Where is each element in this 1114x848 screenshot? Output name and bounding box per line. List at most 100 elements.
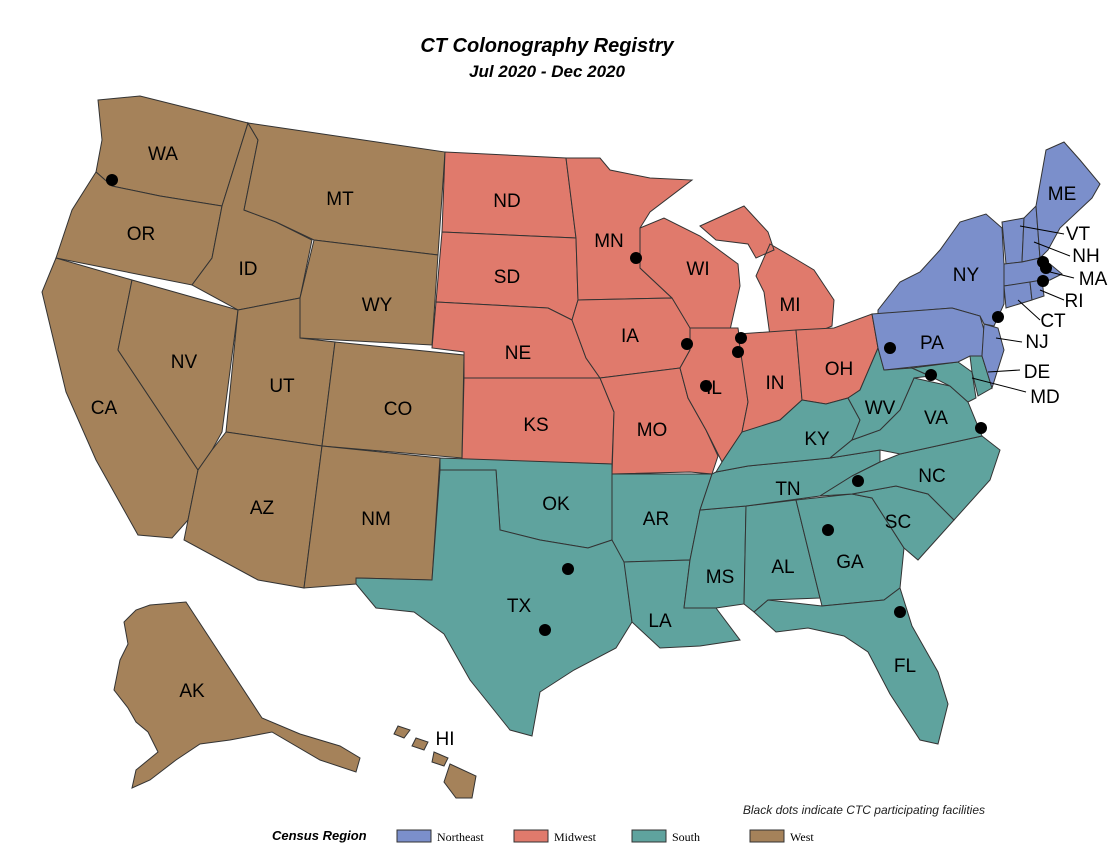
legend-label-midwest: Midwest [554,830,597,844]
legend-label-south: South [672,830,700,844]
state-pa [871,307,985,371]
label-ga: GA [836,552,864,573]
leader-nj [995,337,1023,343]
label-fl: FL [894,656,916,677]
state-mt [243,122,446,256]
facility-dot [822,524,834,536]
label-ky: KY [804,429,830,450]
label-ct: CT [1040,311,1066,332]
label-az: AZ [250,498,275,519]
label-ny: NY [953,265,980,286]
label-co: CO [384,399,413,420]
state-vt [1001,217,1025,265]
label-ia: IA [621,326,639,347]
facility-dot [1037,275,1049,287]
leader-ri [1039,289,1065,301]
label-or: OR [127,224,156,245]
leader-ma [1049,271,1075,279]
label-id: ID [239,259,258,280]
facility-dot [925,369,937,381]
label-sd: SD [494,267,520,288]
legend: Census Region Northeast Midwest South We… [272,828,814,844]
state-mn [565,157,694,301]
label-ri: RI [1065,291,1084,312]
label-nh: NH [1072,246,1099,267]
label-ak: AK [179,681,205,702]
label-md: MD [1030,387,1060,408]
state-ct [1003,281,1033,309]
legend-swatch-south [631,829,667,843]
label-wa: WA [148,144,178,165]
region-west [41,95,477,799]
label-wy: WY [362,295,393,316]
legend-title: Census Region [272,828,367,843]
facility-dot [975,422,987,434]
legend-label-west: West [790,830,814,844]
legend-swatch-west [749,829,785,843]
state-fl [753,587,949,745]
state-labels: WA OR CA ID NV MT WY UT AZ CO NM AK HI N… [91,144,1108,750]
legend-swatch-northeast [396,829,432,843]
facility-dot [732,346,744,358]
label-la: LA [648,611,672,632]
label-tx: TX [507,596,532,617]
facility-dot [539,624,551,636]
facility-dot [1040,262,1052,274]
label-al: AL [771,557,794,578]
label-ms: MS [706,567,735,588]
footnote: Black dots indicate CTC participating fa… [743,803,985,817]
label-de: DE [1024,362,1050,383]
label-ma: MA [1079,269,1108,290]
facility-dot [681,338,693,350]
facility-dot [562,563,574,575]
label-ut: UT [269,376,295,397]
facility-dot [992,311,1004,323]
label-vt: VT [1066,224,1091,245]
facility-dot [630,252,642,264]
legend-label-northeast: Northeast [437,830,484,844]
label-va: VA [924,408,948,429]
label-mi: MI [779,295,800,316]
region-northeast [871,141,1101,390]
label-nd: ND [493,191,520,212]
legend-swatch-midwest [513,829,549,843]
label-nm: NM [361,509,391,530]
leader-de [987,369,1021,373]
label-mn: MN [594,231,624,252]
label-wv: WV [865,398,896,419]
label-wi: WI [686,259,709,280]
label-nv: NV [171,352,198,373]
facility-dots [106,174,1052,636]
state-nj [981,323,1005,390]
leader-vt [1019,225,1065,235]
label-ar: AR [643,509,669,530]
label-oh: OH [825,359,854,380]
state-hi [393,725,477,799]
label-hi: HI [436,729,455,750]
state-wv [847,346,932,441]
leader-lines [971,225,1075,393]
facility-dot [894,606,906,618]
label-me: ME [1048,184,1077,205]
label-ks: KS [523,415,548,436]
label-ne: NE [505,343,531,364]
facility-dot [106,174,118,186]
leader-ct [1017,299,1041,321]
label-ca: CA [91,398,118,419]
region-south [355,346,1001,745]
facility-dot [884,342,896,354]
state-wi [639,217,741,331]
leader-nh [1033,241,1071,257]
label-mt: MT [326,189,354,210]
leader-md [971,377,1027,393]
state-wy [299,239,439,346]
state-tx [355,469,633,737]
label-tn: TN [775,479,800,500]
facility-dot [852,475,864,487]
label-in: IN [766,373,785,394]
facility-dot [735,332,747,344]
label-ok: OK [542,494,570,515]
map-subtitle: Jul 2020 - Dec 2020 [469,62,625,81]
state-nc [819,435,1001,521]
